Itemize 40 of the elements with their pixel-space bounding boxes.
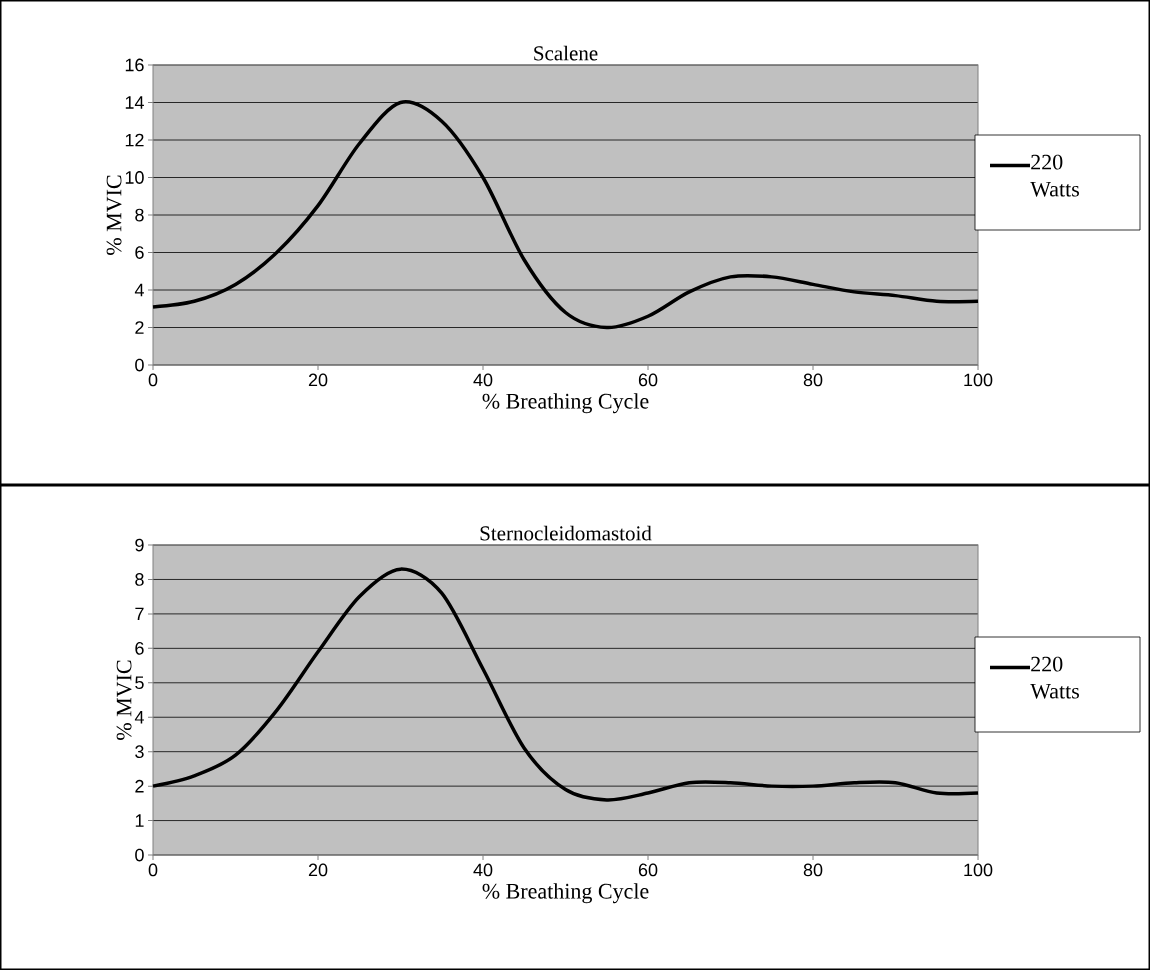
y-tick-label: 1 — [135, 814, 144, 827]
x-tick-label: 80 — [803, 863, 823, 877]
x-tick-label: 100 — [964, 863, 993, 877]
line-series — [151, 100, 980, 330]
y-tick-label: 7 — [135, 607, 144, 621]
y-tick-label: 0 — [135, 848, 144, 862]
y-tick-label: 8 — [135, 208, 144, 222]
y-axis-title: % MVIC — [116, 660, 132, 740]
y-tick-label: 14 — [125, 96, 144, 109]
x-tick-label: 0 — [148, 863, 158, 877]
y-tick-label: 9 — [135, 538, 144, 552]
chart-title: Scalene — [534, 45, 598, 61]
x-tick-label: 60 — [638, 863, 658, 877]
x-tick-label: 0 — [148, 373, 158, 387]
x-tick-label: 20 — [308, 373, 328, 387]
x-tick-label: 60 — [638, 373, 658, 387]
chart-title: Sternocleidomastoid — [480, 525, 652, 541]
y-tick-label: 16 — [125, 58, 144, 72]
x-tick-label: 80 — [803, 373, 823, 387]
legend-label: 220 Watts — [1030, 154, 1079, 197]
y-tick-label: 12 — [125, 133, 144, 147]
x-tick-label: 40 — [473, 373, 493, 387]
y-tick-label: 6 — [135, 641, 144, 655]
y-tick-label: 8 — [135, 573, 144, 586]
y-tick-label: 0 — [135, 358, 144, 372]
x-tick-label: 100 — [964, 373, 993, 387]
y-tick-label: 2 — [135, 779, 144, 793]
y-axis-title: % MVIC — [106, 175, 122, 255]
y-tick-label: 10 — [125, 171, 144, 184]
y-tick-label: 6 — [135, 246, 144, 259]
y-tick-label: 4 — [134, 711, 144, 724]
x-axis-title: % Breathing Cycle — [482, 393, 649, 414]
x-tick-label: 40 — [473, 863, 493, 877]
legend-label: 220 Watts — [1030, 656, 1079, 699]
y-tick-label: 2 — [135, 321, 144, 334]
x-axis-title: % Breathing Cycle — [482, 883, 649, 904]
y-tick-label: 5 — [135, 676, 144, 690]
y-tick-label: 3 — [135, 745, 144, 759]
y-tick-label: 4 — [134, 283, 144, 297]
x-tick-label: 20 — [308, 863, 328, 877]
